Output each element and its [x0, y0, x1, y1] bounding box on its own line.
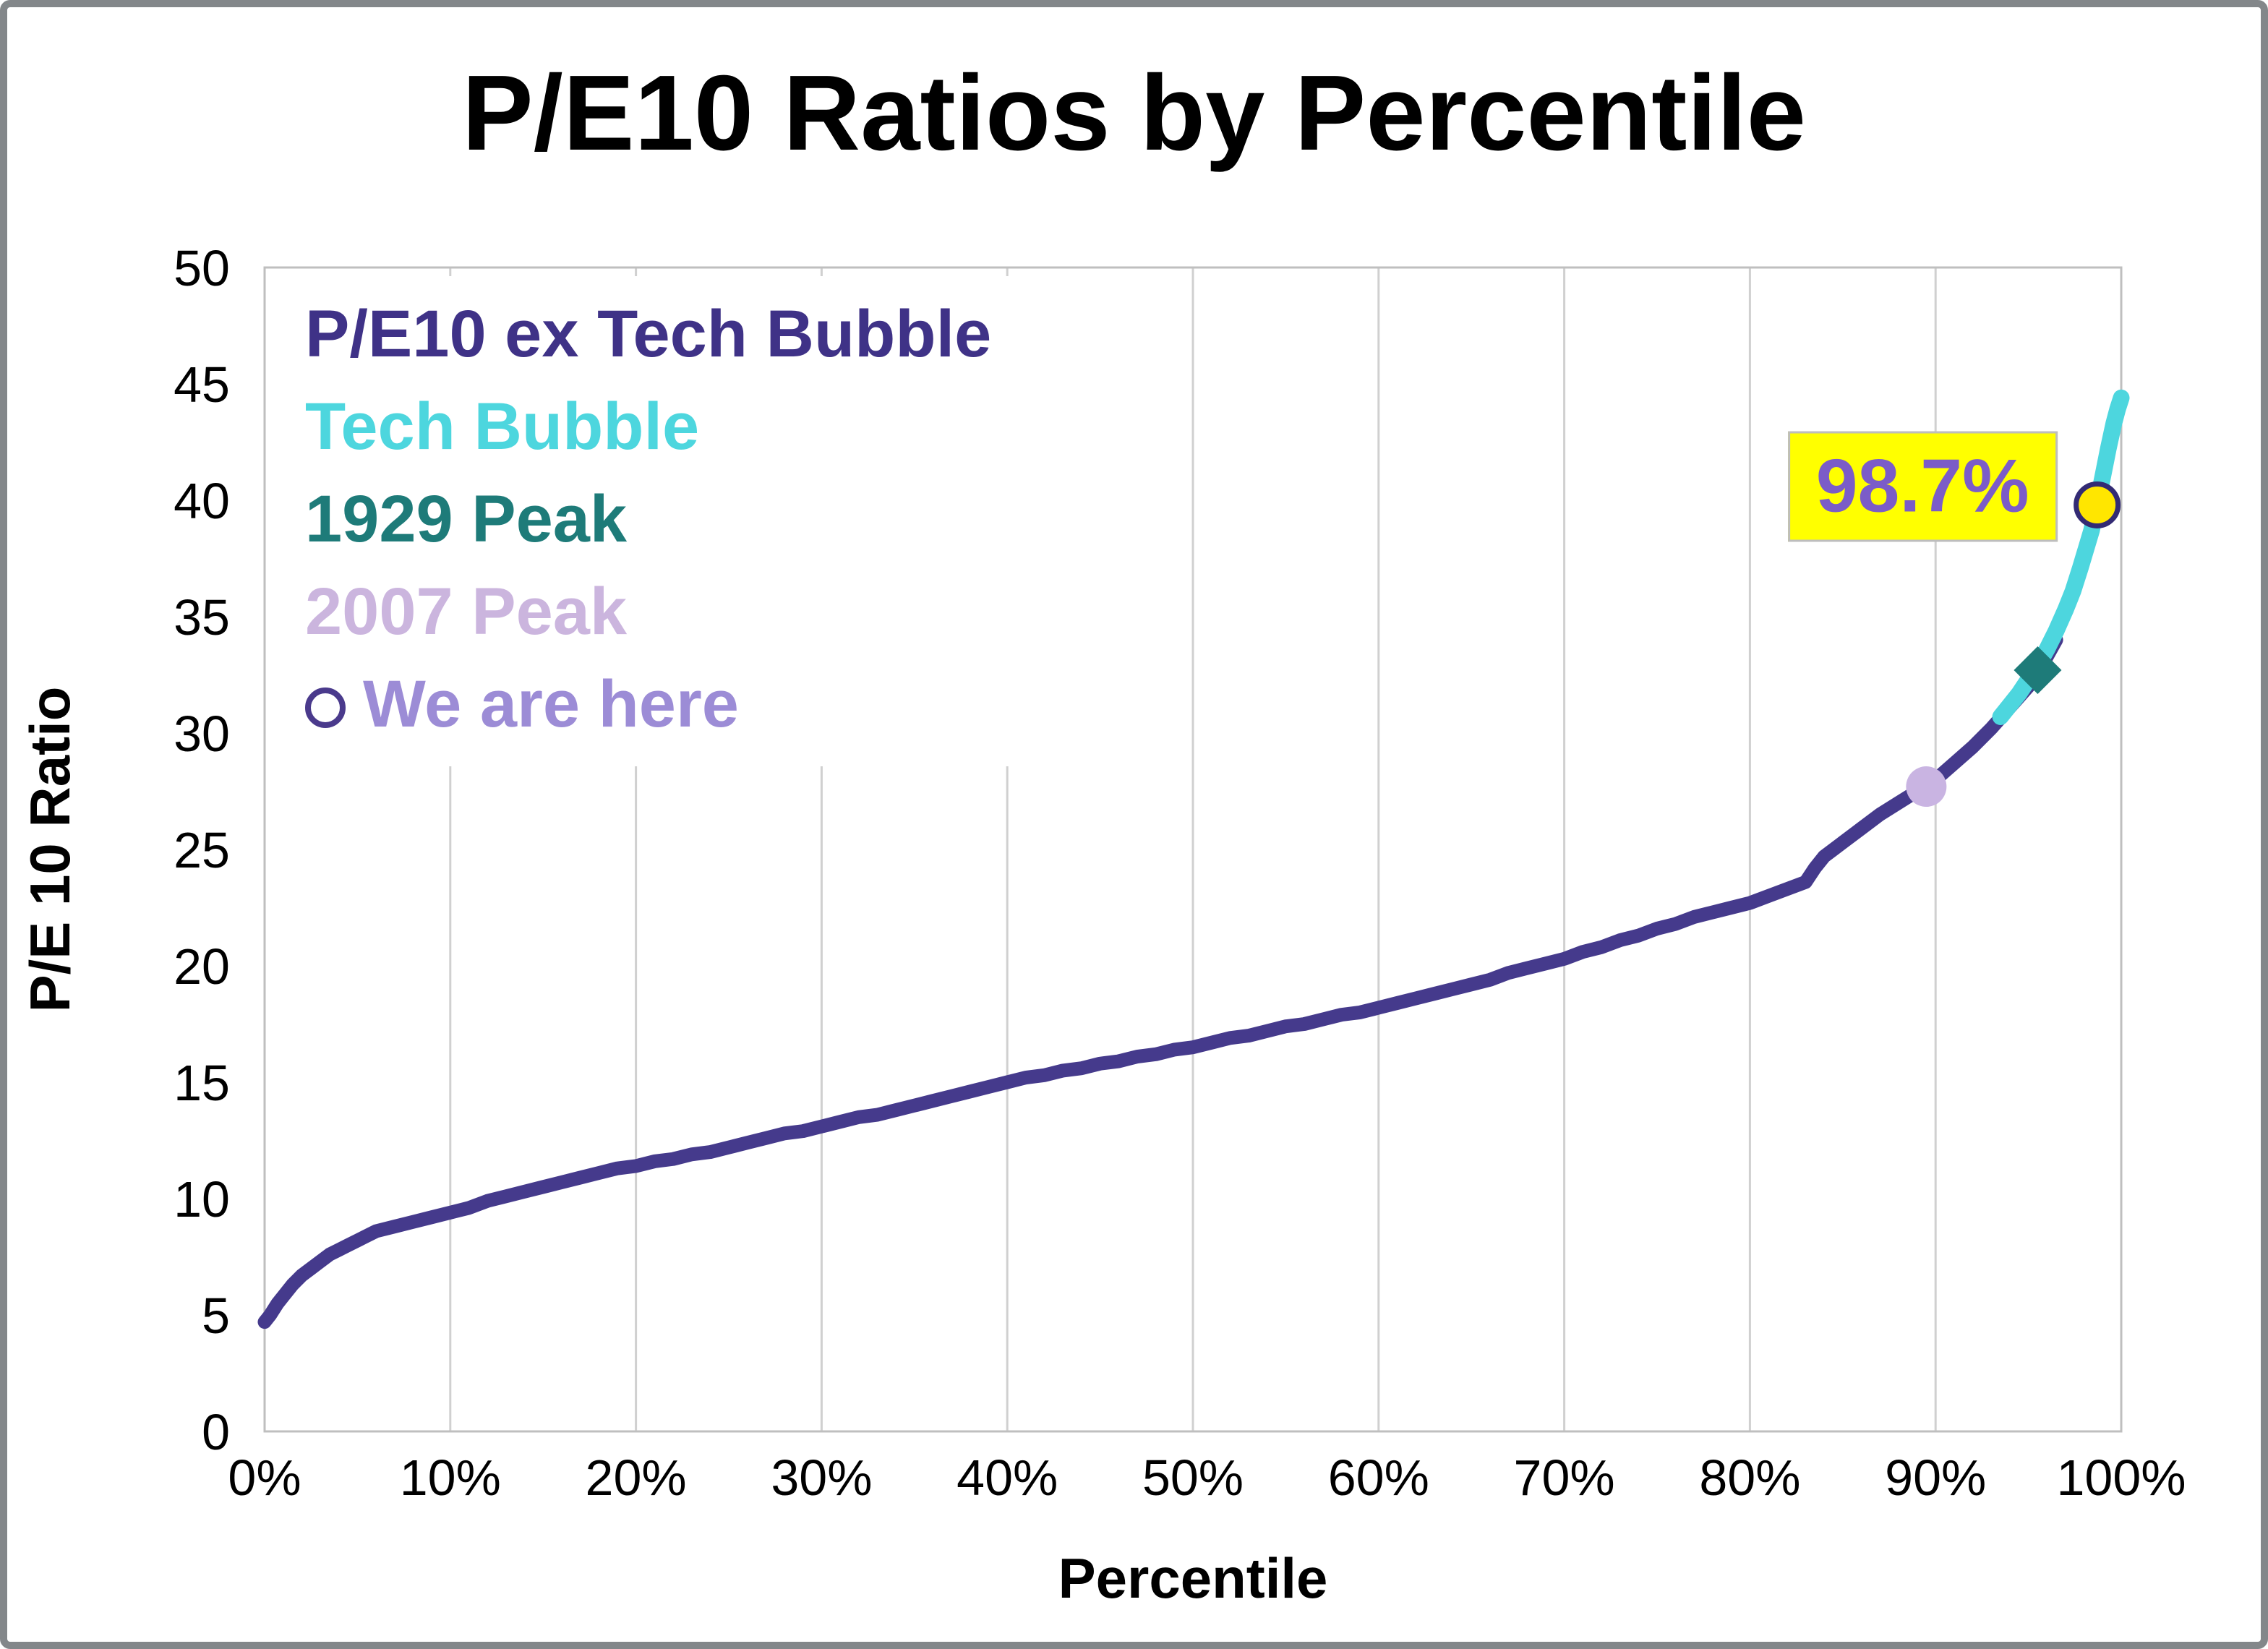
series-marker-diamond — [2014, 646, 2062, 695]
y-tick-label: 25 — [174, 822, 230, 878]
y-tick-label: 50 — [174, 240, 230, 296]
x-tick-label: 40% — [957, 1449, 1058, 1506]
chart-title: P/E10 Ratios by Percentile — [461, 53, 1807, 173]
x-tick-label: 90% — [1885, 1449, 1986, 1506]
series-line — [257, 633, 2063, 1329]
y-tick-label: 5 — [202, 1288, 230, 1344]
legend-item-label: Tech Bubble — [305, 390, 700, 463]
legend-item-label: P/E10 ex Tech Bubble — [305, 297, 992, 371]
x-tick-label: 30% — [771, 1449, 872, 1506]
legend-item-3: 2007 Peak — [305, 565, 1152, 658]
x-tick-label: 70% — [1514, 1449, 1615, 1506]
we-are-here-marker — [2074, 481, 2121, 528]
x-tick-label: 20% — [586, 1449, 687, 1506]
x-tick-label: 80% — [1699, 1449, 1800, 1506]
chart-canvas: 0 5 10 15 20 25 30 35 40 45 50 0% 10% 20% 30% 40% 50% 60%… — [18, 240, 2186, 1610]
y-tick-label: 45 — [174, 356, 230, 413]
plot-border — [263, 266, 2123, 1433]
x-axis-title: Percentile — [1058, 1546, 1328, 1610]
x-tick-label: 60% — [1328, 1449, 1429, 1506]
legend-item-label: We are here — [363, 667, 739, 741]
annotation-label: 98.7% — [1787, 431, 2058, 542]
y-tick-label: 15 — [174, 1055, 230, 1111]
legend: P/E10 ex Tech Bubble Tech Bubble 1929 Peak… — [273, 276, 1166, 766]
y-tick-label: 35 — [174, 589, 230, 646]
legend-item-0: P/E10 ex Tech Bubble — [305, 288, 1152, 380]
y-tick-label: 30 — [174, 706, 230, 762]
y-tick-label: 20 — [174, 938, 230, 995]
y-axis-title: P/E 10 Ratio — [18, 687, 82, 1013]
x-tick-label: 50% — [1142, 1449, 1244, 1506]
legend-item-label: 2007 Peak — [305, 575, 628, 648]
series-marker-circle — [1906, 766, 1947, 808]
x-tick-label: 10% — [400, 1449, 501, 1506]
legend-item-2: 1929 Peak — [305, 473, 1152, 565]
legend-item-label: 1929 Peak — [305, 482, 628, 556]
legend-item-4: We are here — [305, 658, 1152, 750]
y-tick-label: 10 — [174, 1171, 230, 1228]
legend-item-1: Tech Bubble — [305, 380, 1152, 473]
x-tick-label: 0% — [228, 1449, 301, 1506]
open-circle-icon — [305, 688, 346, 728]
y-tick-label: 40 — [174, 473, 230, 529]
x-tick-label: 100% — [2056, 1449, 2186, 1506]
y-tick-label: 0 — [202, 1404, 230, 1460]
